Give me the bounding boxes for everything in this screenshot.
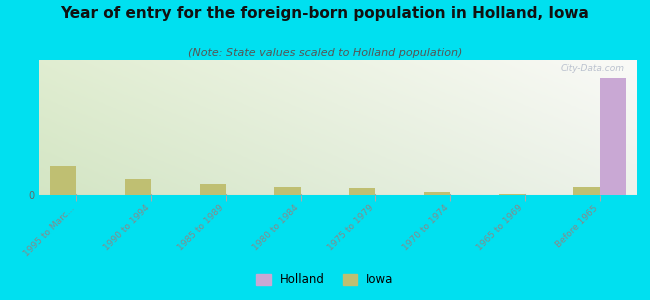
Bar: [50, 166, 77, 195]
Text: Year of entry for the foreign-born population in Holland, Iowa: Year of entry for the foreign-born popul…: [60, 6, 590, 21]
Bar: [573, 187, 600, 195]
Legend: Holland, Iowa: Holland, Iowa: [252, 269, 398, 291]
Text: (Note: State values scaled to Holland population): (Note: State values scaled to Holland po…: [188, 48, 462, 58]
Text: City-Data.com: City-Data.com: [561, 64, 625, 73]
Bar: [200, 184, 226, 195]
Bar: [349, 188, 376, 195]
Bar: [424, 192, 450, 195]
Bar: [274, 187, 301, 195]
Bar: [499, 194, 525, 195]
Bar: [599, 78, 626, 195]
Bar: [125, 179, 151, 195]
